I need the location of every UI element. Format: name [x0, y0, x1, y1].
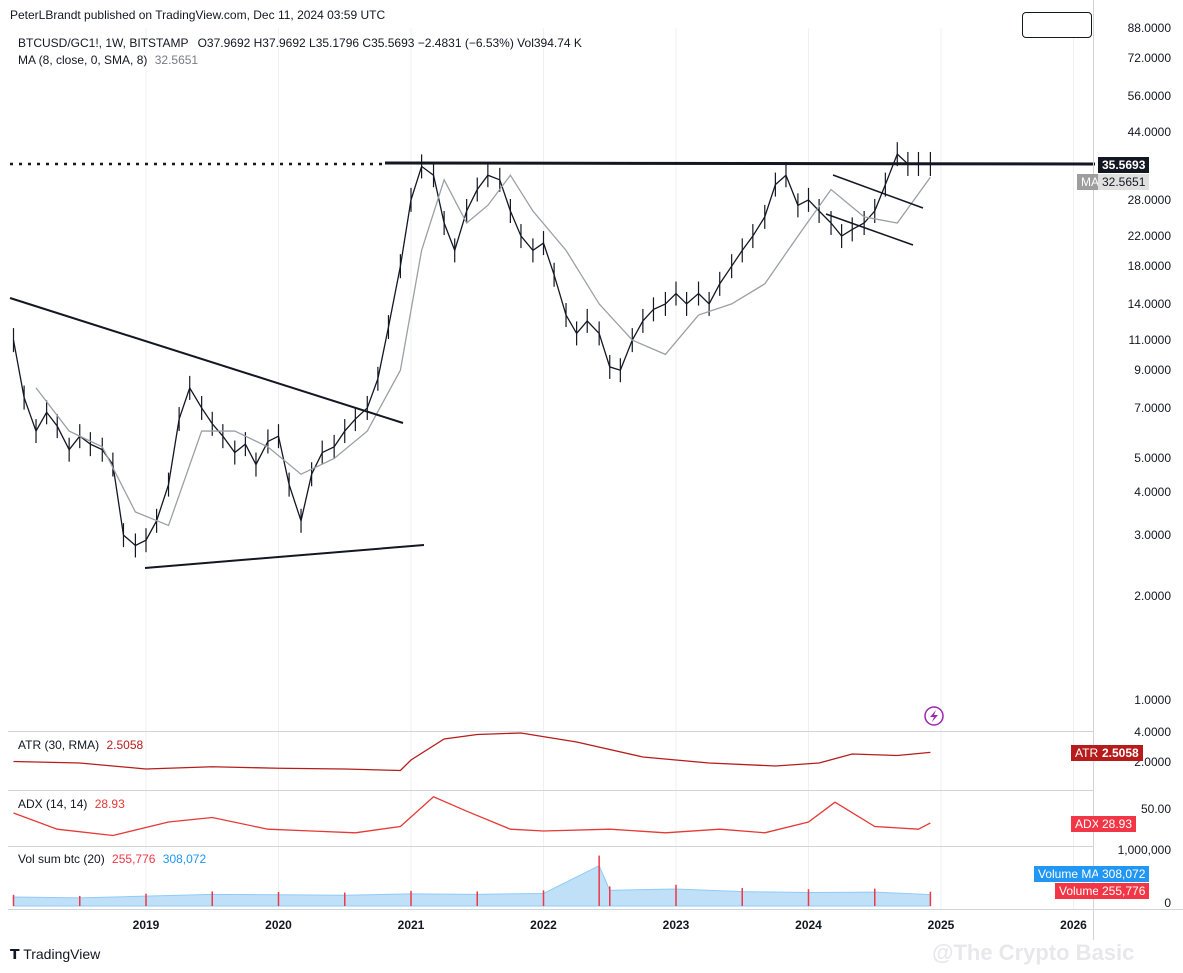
publish-button[interactable]: [1022, 12, 1092, 38]
volume-ma-area: [13, 864, 931, 907]
atr-series-line: [13, 732, 931, 772]
flag-upper-line: [832, 174, 924, 209]
flag-lower-line: [825, 213, 914, 246]
atr-legend-value: 2.5058: [106, 738, 144, 752]
price-series-line: [12, 153, 931, 547]
year-tick-label: 2025: [927, 918, 955, 932]
price-tick-label: 44.0000: [1127, 125, 1171, 140]
price-tick-label: 88.0000: [1127, 21, 1171, 35]
price-tick-label: 18.0000: [1127, 259, 1171, 274]
tradingview-logo: 𝗧 TradingView: [10, 946, 100, 963]
indicator-tick-label: 1,000,000: [1117, 843, 1171, 857]
year-tick-label: 2019: [132, 918, 160, 932]
symbol-title: BTCUSD/GC1!, 1W, BITSTAMP O37.9692 H37.9…: [18, 36, 582, 50]
ma-legend: MA (8, close, 0, SMA, 8) 32.5651: [18, 53, 198, 67]
volume-legend-vol: 255,776: [112, 852, 156, 866]
price-tick-label: 9.0000: [1134, 363, 1171, 378]
tv-logo-icon: 𝗧: [10, 946, 20, 962]
price-tick-label: 2.0000: [1134, 588, 1171, 603]
atr-tag: ATR: [1071, 745, 1103, 761]
adx-value-tag: 28.93: [1098, 816, 1137, 832]
volume-value-tag: 255,776: [1098, 883, 1150, 899]
last-price-tag: 35.5693: [1098, 157, 1150, 173]
year-tick-label: 2026: [1060, 918, 1087, 932]
atr-legend-label: ATR (30, RMA): [18, 738, 100, 752]
price-tick-label: 5.0000: [1134, 451, 1171, 466]
volume-legend-ma: 308,072: [162, 852, 207, 866]
ohlc-values: O37.9692 H37.9692 L35.1796 C35.5693 −2.4…: [197, 36, 582, 50]
atr-value-tag: 2.5058: [1098, 745, 1143, 761]
year-tick-label: 2020: [265, 918, 292, 932]
price-tick-label: 56.0000: [1127, 88, 1171, 103]
volume-ma-value-tag: 308,072: [1098, 866, 1150, 882]
year-tick-label: 2023: [662, 918, 690, 932]
indicator-tick-label: 0: [1164, 896, 1171, 910]
pane-separator: [8, 790, 1093, 791]
symbol-name: BTCUSD/GC1!, 1W, BITSTAMP: [18, 36, 189, 50]
price-tick-label: 4.0000: [1134, 484, 1171, 499]
volume-legend-label: Vol sum btc (20): [18, 852, 105, 866]
price-axis: [1093, 0, 1183, 940]
atr-legend: ATR (30, RMA) 2.5058: [18, 738, 143, 752]
price-tick-label: 14.0000: [1127, 296, 1171, 311]
year-tick-label: 2022: [530, 918, 557, 932]
lightning-icon-glyph: [930, 710, 938, 722]
price-tick-label: 3.0000: [1134, 528, 1171, 543]
lightning-icon: [924, 706, 944, 726]
resistance-line: [384, 161, 1096, 166]
adx-tag: ADX: [1071, 816, 1104, 832]
ma-tag: MA: [1077, 174, 1103, 190]
year-tick-label: 2024: [795, 918, 822, 932]
price-tick-label: 72.0000: [1127, 51, 1171, 66]
price-tick-label: 11.0000: [1128, 333, 1172, 348]
support-trendline: [144, 544, 425, 569]
watermark: @The Crypto Basic: [932, 940, 1135, 965]
ma-legend-value: 32.5651: [154, 53, 199, 67]
price-tick-label: 22.0000: [1127, 229, 1171, 244]
volume-legend: Vol sum btc (20) 255,776 308,072: [18, 852, 206, 866]
descending-trendline: [9, 297, 404, 424]
pane-separator: [8, 731, 1093, 732]
publisher-line: PeterLBrandt published on TradingView.co…: [10, 8, 386, 22]
pane-separator: [8, 846, 1093, 847]
indicator-tick-label: 4.0000: [1134, 725, 1171, 739]
year-tick-label: 2021: [397, 918, 425, 932]
indicator-tick-label: 2.0000: [1134, 755, 1171, 769]
price-tick-label: 28.0000: [1127, 192, 1171, 207]
adx-legend: ADX (14, 14) 28.93: [18, 797, 125, 811]
indicator-tick-label: 50.00: [1140, 802, 1171, 816]
adx-legend-label: ADX (14, 14): [18, 797, 88, 811]
volume-tag: Volume: [1055, 883, 1104, 899]
price-tick-label: 7.0000: [1134, 400, 1171, 415]
ma-price-tag: 32.5651: [1098, 174, 1150, 190]
time-axis-line: [8, 909, 1183, 910]
tv-brand: TradingView: [23, 946, 101, 962]
adx-legend-value: 28.93: [94, 797, 125, 811]
price-tick-label: 1.0000: [1134, 693, 1171, 707]
volume-ma-tag: Volume MA: [1034, 866, 1104, 882]
adx-series-line: [13, 796, 931, 837]
ma-legend-label: MA (8, close, 0, SMA, 8): [18, 53, 148, 67]
ma-series-line: [35, 174, 931, 527]
